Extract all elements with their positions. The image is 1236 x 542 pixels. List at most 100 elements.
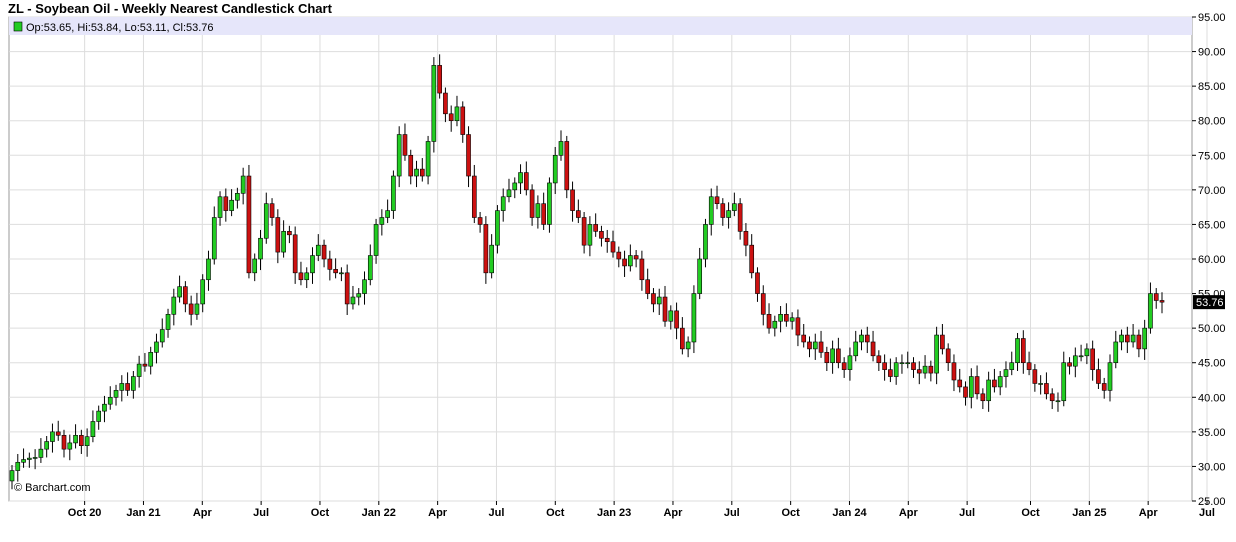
candle	[356, 288, 362, 306]
candle-body-up	[489, 244, 494, 274]
watermark: © Barchart.com	[14, 482, 91, 494]
candle-body-up	[304, 272, 310, 281]
candle	[893, 357, 899, 385]
candle	[240, 167, 246, 205]
candle-body-down	[951, 362, 957, 381]
candle-body-up	[50, 431, 55, 442]
candle	[73, 424, 78, 449]
candle	[864, 326, 870, 354]
candle-body-up	[893, 362, 899, 377]
candle-body-up	[905, 362, 911, 365]
candle-body-up	[997, 376, 1003, 388]
candle	[772, 315, 778, 337]
candle-body-up	[339, 272, 344, 275]
candle-body-up	[84, 436, 90, 446]
candle-body-down	[477, 217, 483, 225]
candle-body-up	[27, 457, 32, 460]
candle	[1130, 323, 1136, 348]
candle	[963, 381, 968, 406]
y-tick-label: 60.00	[1198, 254, 1226, 266]
candle	[911, 357, 916, 378]
candle	[50, 423, 55, 453]
candle	[229, 189, 234, 217]
candle-body-up	[367, 255, 373, 281]
candle-body-up	[495, 210, 500, 246]
candle-body-up	[159, 329, 165, 343]
candle-body-up	[425, 141, 431, 177]
candle-body-down	[223, 196, 229, 211]
candle-body-down	[581, 217, 587, 246]
candle	[391, 170, 396, 219]
x-tick-label: Apr	[899, 507, 919, 519]
candle-body-down	[541, 203, 546, 225]
candle	[639, 250, 645, 291]
candle-body-up	[206, 258, 211, 281]
candle-body-down	[298, 272, 304, 281]
candle	[506, 178, 512, 203]
candle	[1107, 354, 1113, 402]
candle	[217, 191, 223, 226]
candle-body-down	[980, 393, 986, 402]
candle	[419, 158, 425, 182]
candle	[570, 181, 575, 222]
candle-body-down	[1044, 383, 1049, 395]
candle-body-up	[558, 141, 564, 156]
x-tick-label: Apr	[428, 507, 448, 519]
x-tick-label: Jul	[489, 507, 505, 519]
candle	[957, 368, 963, 393]
x-tick-label: Oct	[1021, 507, 1040, 519]
candle	[373, 218, 379, 264]
candle	[55, 420, 61, 441]
candle	[581, 211, 587, 254]
candle-body-up	[1038, 383, 1043, 385]
candle	[304, 267, 310, 289]
candle	[177, 275, 182, 303]
candle-body-down	[945, 348, 951, 364]
candle	[812, 333, 818, 360]
candle	[1055, 392, 1061, 412]
y-tick-label: 85.00	[1198, 81, 1226, 93]
candle-body-down	[523, 172, 529, 191]
candle-body-down	[916, 369, 922, 374]
candle-body-down	[1159, 300, 1165, 303]
candle	[547, 177, 552, 233]
candle	[367, 244, 373, 286]
y-tick-label: 25.00	[1198, 496, 1226, 508]
candle-body-down	[61, 435, 67, 450]
candle	[471, 164, 477, 224]
candle	[38, 438, 44, 463]
candle-body-up	[847, 355, 853, 370]
candle	[437, 54, 442, 99]
candle	[997, 371, 1003, 396]
candle	[142, 353, 148, 372]
candle-body-up	[656, 296, 662, 305]
candle	[604, 229, 610, 253]
candle	[830, 340, 835, 374]
candle-body-down	[784, 314, 789, 322]
candle-body-down	[576, 210, 581, 218]
candle	[281, 220, 286, 258]
candle	[992, 368, 997, 393]
candle	[258, 229, 263, 271]
candle	[529, 184, 535, 226]
candle	[1101, 377, 1107, 399]
candle-body-up	[1055, 400, 1061, 403]
y-tick-label: 35.00	[1198, 427, 1226, 439]
candle	[183, 281, 188, 313]
candle	[743, 223, 749, 257]
x-tick-label: Oct	[781, 507, 800, 519]
candle	[628, 244, 633, 272]
candle	[21, 448, 26, 468]
candle	[148, 346, 154, 375]
candle-body-up	[15, 461, 21, 471]
candle-body-down	[1032, 369, 1038, 384]
candle-body-up	[454, 106, 460, 122]
candle	[1148, 282, 1153, 334]
candle	[668, 305, 674, 330]
candle-body-up	[1015, 338, 1020, 364]
candle	[633, 250, 639, 268]
candle	[523, 161, 529, 196]
candle	[801, 323, 807, 348]
x-tick-label: Apr	[1139, 507, 1159, 519]
candle	[408, 149, 414, 185]
